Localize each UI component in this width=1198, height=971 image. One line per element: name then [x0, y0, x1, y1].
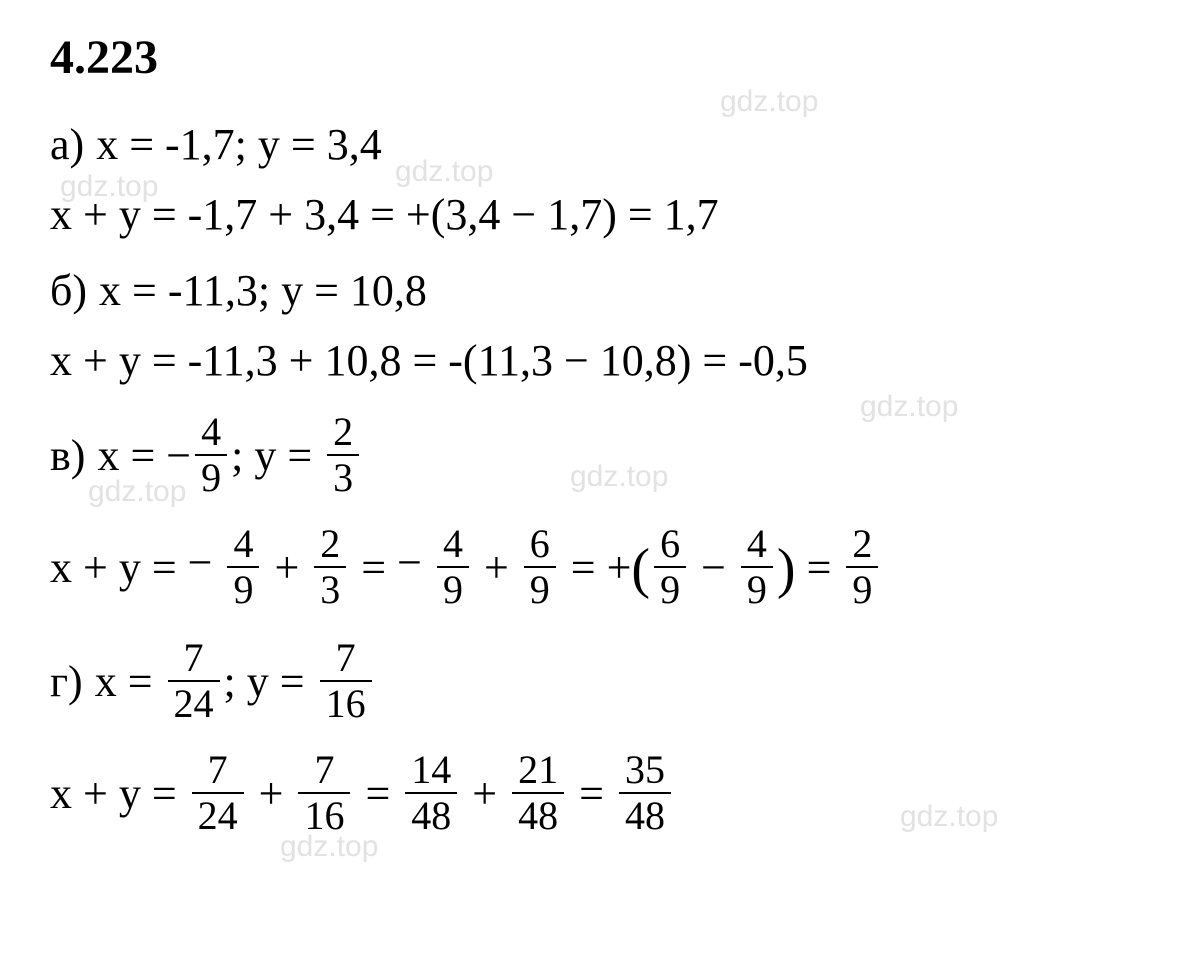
fraction: 69: [654, 524, 686, 610]
frac-den: 48: [405, 796, 457, 836]
watermark-text: gdz.top: [720, 85, 818, 119]
frac-den: 24: [168, 684, 220, 724]
fraction: 724: [192, 750, 244, 836]
frac-num: 2: [314, 524, 346, 564]
paren-close: ): [777, 544, 796, 594]
frac-den: 9: [524, 570, 556, 610]
fraction: 49: [741, 524, 773, 610]
fraction: 3548: [619, 750, 671, 836]
part-c-y-frac: 2 3: [327, 412, 359, 498]
operator: =: [354, 768, 401, 819]
operator: +: [461, 768, 508, 819]
frac-num: 7: [202, 750, 234, 790]
fraction: 29: [846, 524, 878, 610]
frac-num: 4: [195, 412, 227, 452]
operator: −: [690, 542, 737, 593]
part-b-given-text: x = -11,3; y = 10,8: [99, 265, 427, 316]
frac-num: 7: [308, 750, 340, 790]
frac-num: 21: [512, 750, 564, 790]
frac-den: 9: [195, 458, 227, 498]
fraction: 69: [524, 524, 556, 610]
frac-den: 9: [741, 570, 773, 610]
part-b-label: б): [50, 265, 87, 316]
part-d-x-frac: 7 24: [168, 638, 220, 724]
part-a-given-text: x = -1,7; y = 3,4: [96, 119, 382, 170]
fraction: 49: [437, 524, 469, 610]
part-d-sep: ; y =: [224, 656, 316, 707]
frac-den: 16: [320, 684, 372, 724]
fraction: 23: [314, 524, 346, 610]
frac-den: 9: [437, 570, 469, 610]
part-d-work: x + y = 724 + 716 = 1448 + 2148 = 3548: [50, 745, 1148, 841]
problem-number: 4.223: [50, 30, 1148, 85]
frac-den: 16: [298, 796, 350, 836]
part-d-label: г): [50, 656, 83, 707]
part-b-work: x + y = -11,3 + 10,8 = -(11,3 − 10,8) = …: [50, 331, 1148, 389]
part-d-xprefix: x =: [95, 656, 164, 707]
operator: +: [263, 542, 310, 593]
operator: +: [248, 768, 295, 819]
operator: = +: [560, 542, 632, 593]
operator: +: [473, 542, 520, 593]
frac-den: 48: [512, 796, 564, 836]
frac-den: 9: [654, 570, 686, 610]
frac-den: 48: [619, 796, 671, 836]
frac-num: 6: [654, 524, 686, 564]
frac-num: 4: [227, 524, 259, 564]
part-d-work-prefix: x + y =: [50, 768, 188, 819]
frac-den: 24: [192, 796, 244, 836]
frac-num: 35: [619, 750, 671, 790]
part-a-work-text: x + y = -1,7 + 3,4 = +(3,4 − 1,7) = 1,7: [50, 189, 719, 240]
part-c-given: в) x = − 4 9 ; y = 2 3: [50, 407, 1148, 503]
frac-num: 4: [437, 524, 469, 564]
frac-num: 14: [405, 750, 457, 790]
frac-num: 2: [327, 412, 359, 452]
fraction: 2148: [512, 750, 564, 836]
frac-num: 4: [741, 524, 773, 564]
paren-open: (: [631, 544, 650, 594]
part-c-xprefix: x =: [97, 430, 166, 481]
part-b-work-text: x + y = -11,3 + 10,8 = -(11,3 − 10,8) = …: [50, 335, 808, 386]
part-d-given: г) x = 7 24 ; y = 7 16: [50, 633, 1148, 729]
part-c-x-sign: −: [166, 430, 191, 481]
frac-num: 6: [524, 524, 556, 564]
sign: −: [188, 537, 224, 588]
part-c-sep: ; y =: [231, 430, 323, 481]
part-a-label: а): [50, 119, 84, 170]
frac-num: 7: [330, 638, 362, 678]
frac-den: 3: [314, 570, 346, 610]
part-a-work: x + y = -1,7 + 3,4 = +(3,4 − 1,7) = 1,7: [50, 185, 1148, 243]
part-c-x-frac: 4 9: [195, 412, 227, 498]
part-c-work: x + y = − 49 + 23 = − 49 + 69 = +(69 − 4…: [50, 519, 1148, 615]
part-d-y-frac: 7 16: [320, 638, 372, 724]
fraction: 1448: [405, 750, 457, 836]
frac-num: 2: [846, 524, 878, 564]
operator: =: [796, 542, 843, 593]
frac-den: 9: [227, 570, 259, 610]
frac-num: 7: [178, 638, 210, 678]
frac-den: 9: [846, 570, 878, 610]
page: 4.223 а) x = -1,7; y = 3,4 x + y = -1,7 …: [0, 0, 1198, 971]
part-b-given: б) x = -11,3; y = 10,8: [50, 261, 1148, 319]
part-c-label: в): [50, 430, 85, 481]
sign: −: [397, 537, 433, 588]
operator: =: [568, 768, 615, 819]
frac-den: 3: [327, 458, 359, 498]
part-a-given: а) x = -1,7; y = 3,4: [50, 115, 1148, 173]
operator: =: [350, 542, 397, 593]
fraction: 716: [298, 750, 350, 836]
part-c-work-prefix: x + y =: [50, 542, 188, 593]
fraction: 49: [227, 524, 259, 610]
